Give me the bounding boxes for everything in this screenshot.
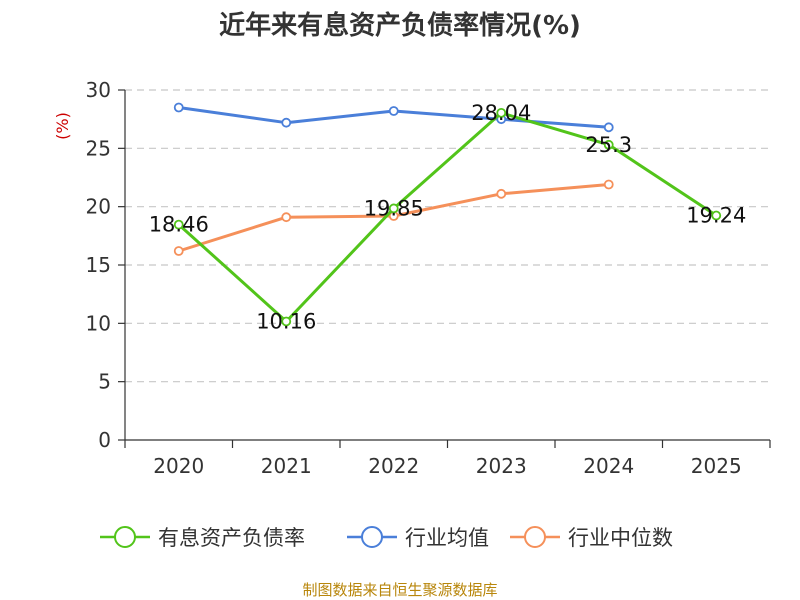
data-point (173, 246, 184, 256)
y-tick-label: 15 (86, 253, 111, 277)
legend-label: 行业均值 (405, 526, 489, 550)
data-point (496, 107, 507, 118)
data-point (388, 203, 399, 214)
legend-marker (114, 526, 136, 548)
x-tick-label: 2020 (153, 454, 204, 478)
source-note: 制图数据来自恒生聚源数据库 (302, 581, 497, 599)
y-tick-label: 20 (86, 195, 111, 219)
data-point (603, 179, 614, 190)
data-label: 28.04 (471, 101, 531, 125)
series-line (177, 111, 718, 323)
x-tick-label: 2022 (368, 454, 419, 478)
x-tick-label: 2024 (583, 454, 634, 478)
data-labels: 18.46 10.16 19.85 28.04 25.3 19.24 (149, 101, 747, 334)
data-point (173, 219, 184, 230)
data-point (173, 102, 184, 113)
data-label: 19.85 (364, 196, 424, 220)
data-label: 25.3 (585, 133, 632, 157)
data-label: 18.46 (149, 213, 209, 237)
legend-label: 有息资产负债率 (158, 526, 305, 550)
data-point (281, 117, 292, 128)
y-tick-label: 30 (86, 78, 111, 102)
data-point (603, 139, 614, 150)
x-tick-label: 2021 (261, 454, 312, 478)
data-point (388, 106, 399, 116)
data-label: 19.24 (686, 204, 746, 228)
chart-title: 近年来有息资产负债率情况(%) (219, 10, 581, 41)
data-point (281, 316, 292, 327)
y-tick-label: 25 (86, 136, 111, 160)
gridlines (125, 89, 770, 383)
data-point (711, 210, 722, 221)
legend-marker (361, 526, 383, 548)
series-layer (173, 102, 722, 327)
data-point (603, 122, 614, 133)
legend-label: 行业中位数 (568, 526, 673, 550)
y-axis-unit-label: (%) (53, 112, 72, 140)
legend: 有息资产负债率 行业均值 行业中位数 (100, 526, 673, 550)
y-tick-label: 5 (98, 370, 111, 394)
legend-marker (524, 526, 546, 548)
data-label: 10.16 (256, 309, 316, 333)
data-point (496, 188, 507, 199)
data-point (281, 212, 292, 223)
x-tick-label: 2023 (476, 454, 527, 478)
y-tick-label: 10 (86, 311, 111, 335)
x-tick-label: 2025 (691, 454, 742, 478)
y-tick-label: 0 (98, 428, 111, 452)
